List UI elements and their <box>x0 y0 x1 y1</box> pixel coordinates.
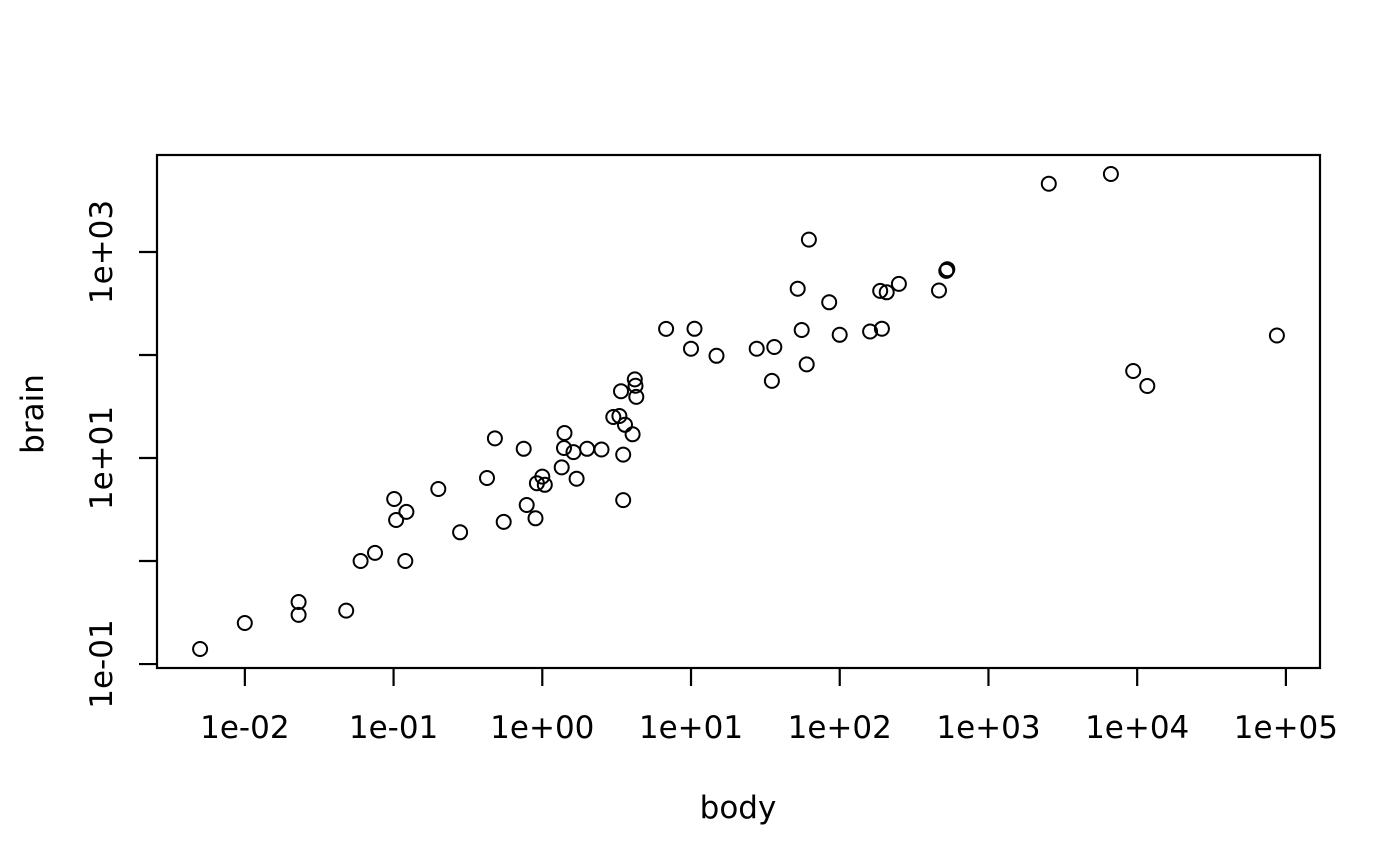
x-axis-label: body <box>700 790 777 826</box>
data-point <box>1040 175 1057 192</box>
data-point <box>388 512 405 528</box>
data-point <box>628 388 645 405</box>
data-point <box>831 326 848 343</box>
data-point <box>1102 166 1119 182</box>
data-point <box>615 446 632 463</box>
data-point <box>1268 327 1285 344</box>
data-point <box>789 280 806 297</box>
data-point <box>615 492 632 509</box>
data-point <box>931 282 947 299</box>
data-point <box>763 372 780 389</box>
data-point <box>873 320 890 337</box>
data-point <box>192 641 209 657</box>
data-point <box>527 510 544 527</box>
data-point <box>605 409 622 425</box>
data-point <box>627 377 644 394</box>
data-point <box>398 503 415 520</box>
data-point <box>352 553 369 569</box>
data-point <box>862 323 879 340</box>
data-point <box>486 430 503 447</box>
x-tick-label: 1e+02 <box>788 710 892 746</box>
data-point <box>800 231 817 248</box>
data-point <box>290 606 307 623</box>
data-point <box>626 371 643 388</box>
data-point <box>553 459 570 476</box>
plot-border <box>155 153 1322 670</box>
data-point <box>611 408 628 424</box>
data-point <box>683 340 699 357</box>
data-point <box>821 294 838 311</box>
data-point <box>793 322 810 338</box>
data-point <box>613 383 629 400</box>
data-point <box>872 282 889 299</box>
x-axis: 1e-02 1e-01 1e+00 1e+01 1e+02 1e+03 1e+04 1e+05… <box>200 668 1338 826</box>
data-points <box>192 166 1285 657</box>
data-point <box>386 491 403 507</box>
data-point <box>686 320 703 337</box>
data-point <box>518 497 535 513</box>
x-tick-label: 1e-02 <box>200 710 289 746</box>
data-point <box>556 425 573 441</box>
data-point <box>939 261 956 278</box>
data-point <box>708 347 725 364</box>
data-point <box>766 339 783 355</box>
data-point <box>397 553 414 569</box>
y-tick-label: 1e+01 <box>84 406 120 510</box>
data-point <box>624 426 641 443</box>
x-axis-ticks: 1e-02 1e-01 1e+00 1e+01 1e+02 1e+03 1e+04 1e+05 <box>200 668 1338 746</box>
data-point <box>236 615 253 631</box>
data-point <box>479 470 495 486</box>
x-tick-label: 1e+04 <box>1085 710 1189 746</box>
data-point <box>495 513 512 530</box>
data-point <box>1139 378 1156 394</box>
data-point <box>593 441 610 458</box>
data-point <box>658 320 675 337</box>
data-point <box>290 594 307 610</box>
data-point <box>565 444 582 461</box>
data-point <box>338 602 355 619</box>
data-point <box>536 476 553 493</box>
data-point <box>556 440 572 456</box>
x-tick-label: 1e+01 <box>639 710 743 746</box>
data-point <box>798 356 815 373</box>
data-point <box>1125 363 1142 379</box>
data-point <box>579 440 596 457</box>
data-point <box>430 481 447 497</box>
data-point <box>878 284 895 301</box>
x-tick-label: 1e+00 <box>490 710 594 746</box>
y-axis: 1e-01 1e+01 1e+03 brain <box>15 200 157 709</box>
y-tick-label: 1e-01 <box>84 619 120 708</box>
data-point <box>568 470 585 487</box>
x-tick-label: 1e+05 <box>1234 710 1338 746</box>
y-axis-label: brain <box>15 374 51 454</box>
x-tick-label: 1e+03 <box>936 710 1040 746</box>
x-tick-label: 1e-01 <box>349 710 438 746</box>
y-axis-ticks: 1e-01 1e+01 1e+03 <box>84 200 157 709</box>
data-point <box>367 544 383 561</box>
data-point <box>452 524 469 541</box>
data-point <box>748 340 765 357</box>
data-point <box>534 468 551 485</box>
data-point <box>515 440 532 457</box>
y-tick-label: 1e+03 <box>84 200 120 304</box>
data-point <box>890 275 907 292</box>
data-point <box>617 416 633 433</box>
